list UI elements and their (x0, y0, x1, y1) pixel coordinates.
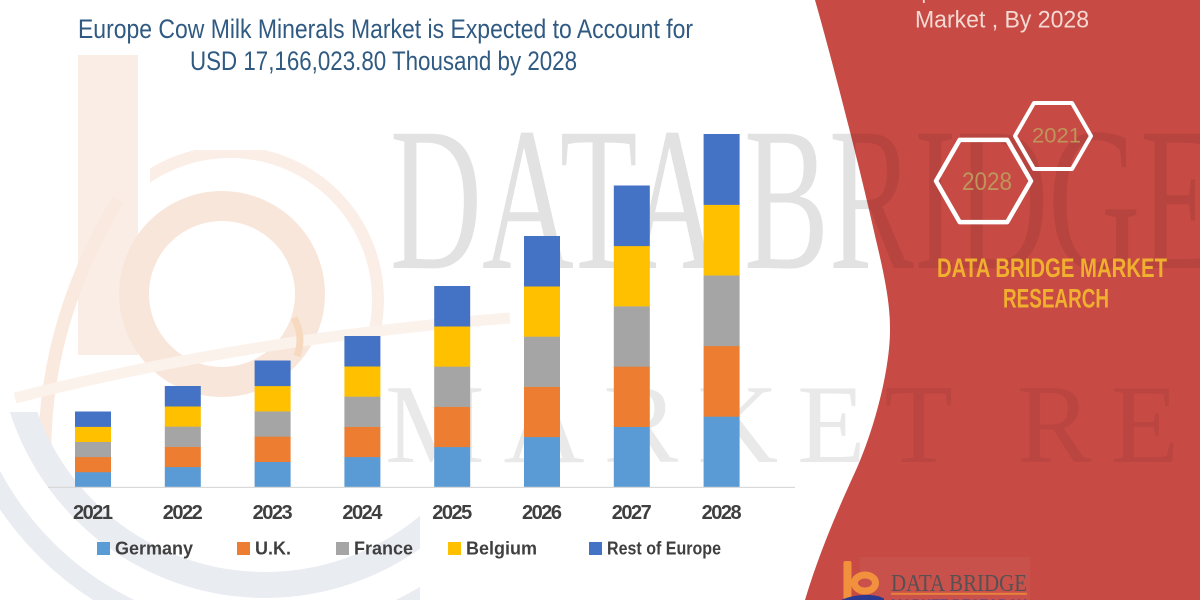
svg-text:2028: 2028 (702, 502, 742, 524)
svg-text:2027: 2027 (612, 502, 652, 524)
svg-text:2028: 2028 (962, 168, 1012, 196)
svg-text:2025: 2025 (432, 502, 472, 524)
svg-text:France: France (354, 539, 413, 559)
svg-text:2021: 2021 (1032, 125, 1081, 148)
svg-text:DATA BRIDGE: DATA BRIDGE (891, 571, 1027, 597)
svg-text:Belgium: Belgium (466, 539, 537, 559)
svg-text:RESEARCH: RESEARCH (1003, 284, 1109, 314)
svg-text:2023: 2023 (253, 502, 293, 524)
svg-text:USD 17,166,023.80 Thousand by: USD 17,166,023.80 Thousand by 2028 (190, 46, 577, 76)
svg-text:MARKET RESEARCH: MARKET RESEARCH (891, 596, 1027, 600)
svg-text:Germany: Germany (115, 539, 193, 559)
svg-text:Europe Cow Milk Minerals Marke: Europe Cow Milk Minerals Market is Expec… (78, 14, 693, 44)
svg-text:2026: 2026 (522, 502, 562, 524)
svg-text:Rest of Europe: Rest of Europe (607, 539, 721, 559)
svg-text:U.K.: U.K. (255, 539, 291, 559)
svg-text:DATA BRIDGE MARKET: DATA BRIDGE MARKET (937, 253, 1167, 283)
svg-text:2024: 2024 (342, 502, 383, 524)
svg-text:2022: 2022 (163, 502, 203, 524)
svg-text:Market , By 2028: Market , By 2028 (915, 7, 1089, 34)
svg-text:Europe Cow Milk Minerals: Europe Cow Milk Minerals (880, 0, 1109, 4)
svg-text:2021: 2021 (73, 502, 113, 524)
